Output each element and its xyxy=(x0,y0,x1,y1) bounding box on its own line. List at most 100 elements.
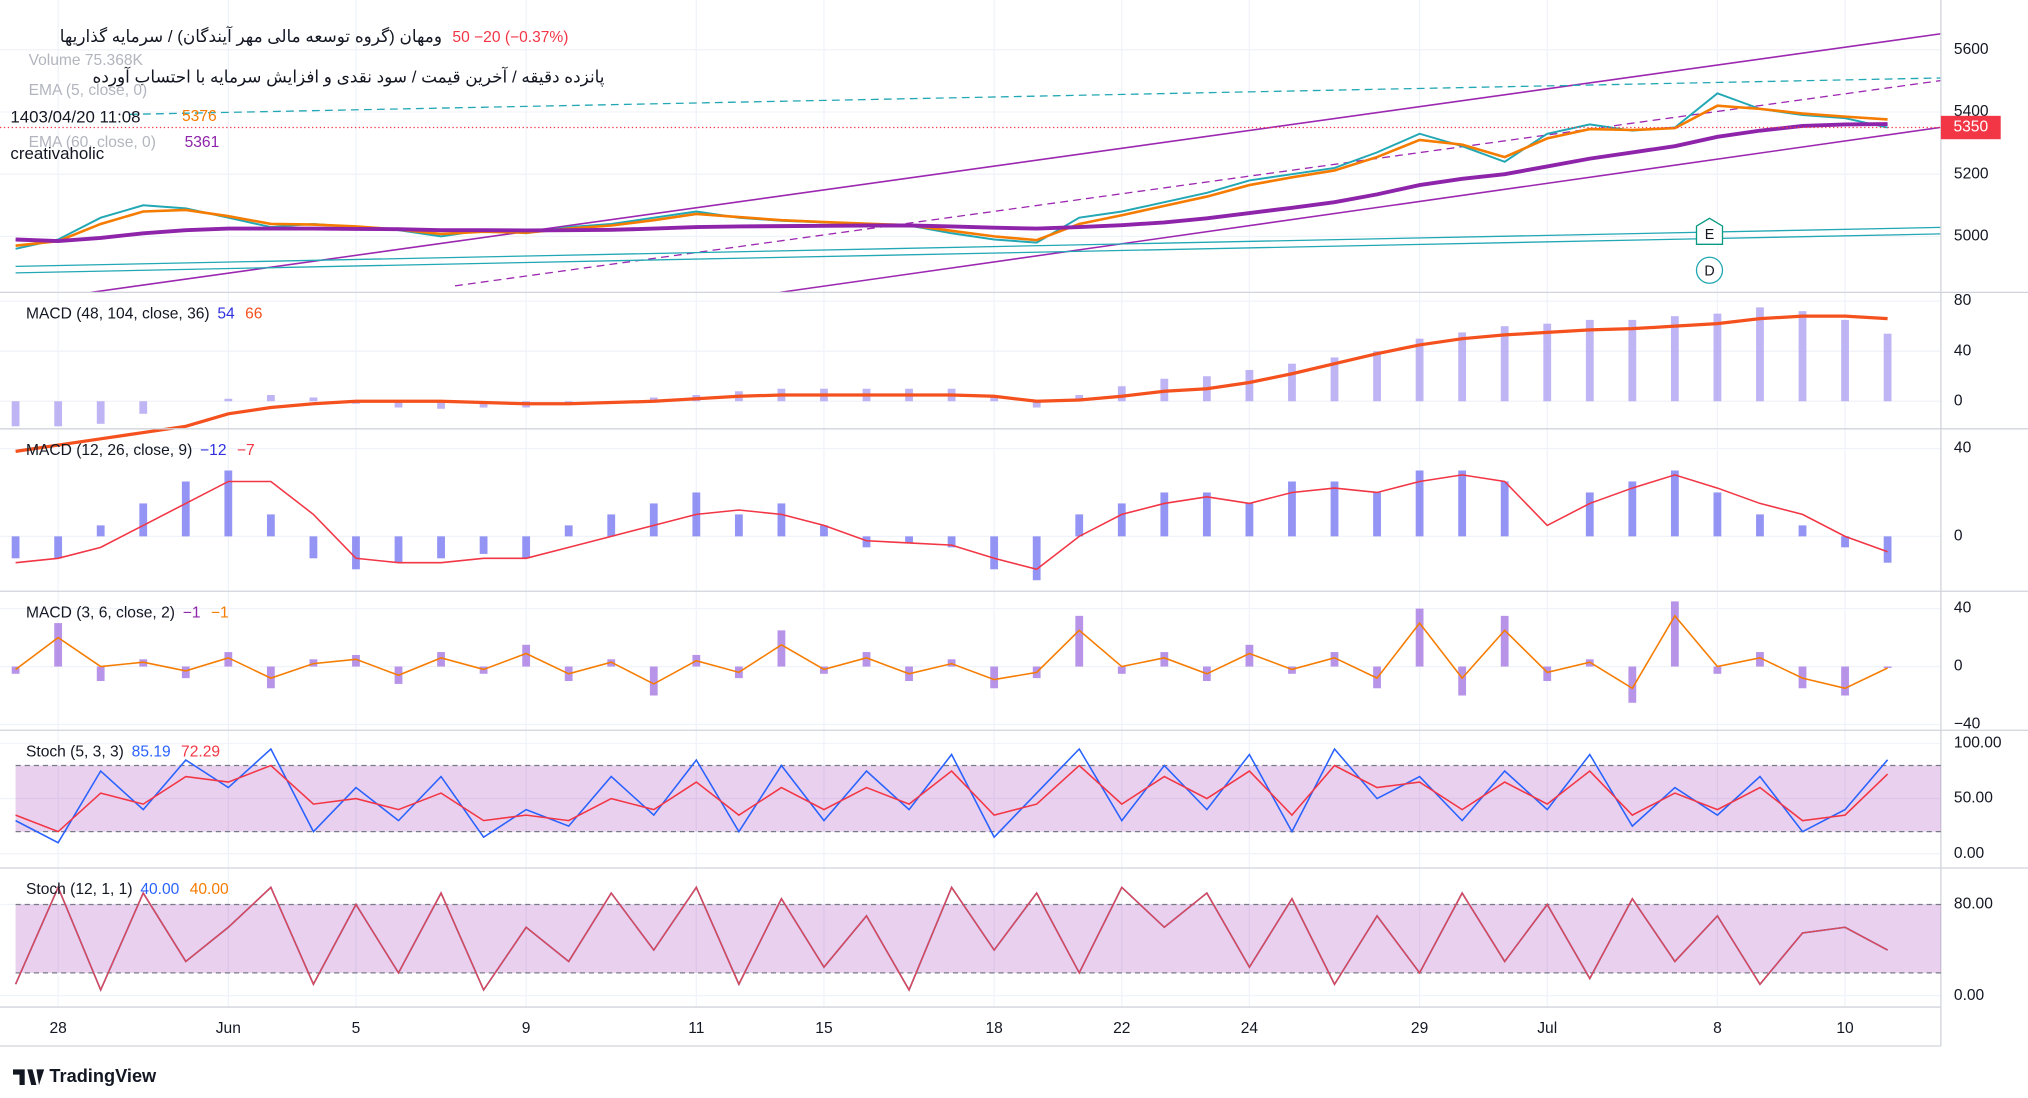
x-tick-label: 5 xyxy=(352,1020,361,1037)
pane-title: MACD (12, 26, close, 9) xyxy=(26,442,192,459)
x-tick-label: Jul xyxy=(1537,1020,1557,1037)
histogram-bar xyxy=(54,623,63,667)
marker-e: E xyxy=(1705,227,1715,243)
support-1 xyxy=(15,226,1941,268)
histogram-bar xyxy=(1373,492,1381,537)
y-tick-label: 50.00 xyxy=(1954,790,1993,807)
x-tick-label: Jun xyxy=(216,1020,241,1037)
histogram-bar xyxy=(181,481,190,537)
histogram-bar xyxy=(1543,323,1552,402)
histogram-bar xyxy=(1117,666,1126,674)
y-tick-label: 80 xyxy=(1954,292,1972,309)
earnings-marker xyxy=(1695,217,1724,245)
histogram-bar xyxy=(54,536,63,559)
symbol-title: ومهان (گروه توسعه مالی مهر آیندگان) / سر… xyxy=(60,25,442,47)
y-tick-label: 5000 xyxy=(1954,228,1989,245)
author: creativaholic xyxy=(10,144,104,163)
pane-title: Stoch (12, 1, 1) xyxy=(26,881,133,898)
x-tick-label: 9 xyxy=(522,1020,531,1037)
x-tick-label: 8 xyxy=(1713,1020,1722,1037)
histogram-bar xyxy=(990,666,999,689)
series-line xyxy=(15,314,1888,453)
histogram-bar xyxy=(11,666,20,674)
histogram-bar xyxy=(990,395,999,402)
series-line xyxy=(15,614,1888,690)
histogram-bar xyxy=(1500,481,1509,537)
series-line xyxy=(15,122,1888,243)
histogram-bar xyxy=(437,536,445,559)
histogram-bar xyxy=(1288,481,1296,537)
series-line xyxy=(15,104,1888,248)
x-tick-label: 28 xyxy=(49,1020,66,1037)
histogram-bar xyxy=(479,401,488,408)
legend-value: −1 xyxy=(211,604,229,621)
histogram-bar xyxy=(1245,503,1254,537)
y-tick-label: 40 xyxy=(1954,600,1972,617)
marker-d: D xyxy=(1704,263,1714,279)
y-tick-label: 40 xyxy=(1954,342,1972,359)
pane-title: MACD (3, 6, close, 2) xyxy=(26,604,175,621)
histogram-bar xyxy=(1713,492,1722,537)
brand-logo xyxy=(13,1069,45,1086)
histogram-bar xyxy=(734,514,743,537)
legend-value: −12 xyxy=(200,442,226,459)
histogram-bar xyxy=(649,666,658,696)
histogram-bar xyxy=(1883,333,1892,402)
histogram-bar xyxy=(1415,470,1424,537)
histogram-bar xyxy=(990,536,999,570)
histogram-bar xyxy=(1713,666,1722,674)
histogram-bar xyxy=(522,644,531,667)
subtitle: پانزده دقیقه / آخرین قیمت / سود نقدی و ا… xyxy=(92,65,604,87)
channel-upper xyxy=(90,33,1942,294)
ema60-value: 5361 xyxy=(185,134,220,151)
histogram-bar xyxy=(54,401,63,427)
dividend-marker xyxy=(1695,256,1724,284)
histogram-bar xyxy=(266,514,275,537)
histogram-bar xyxy=(1415,608,1424,667)
histogram-bar xyxy=(649,397,658,402)
histogram-bar xyxy=(905,536,913,543)
histogram-bar xyxy=(96,401,105,424)
trend-lines: E D xyxy=(15,33,1942,294)
y-tick-label: 5600 xyxy=(1954,41,1989,58)
histogram-bar xyxy=(1841,666,1849,696)
histogram-bar xyxy=(1415,338,1424,402)
histogram-bar xyxy=(1075,395,1084,402)
histogram-bar xyxy=(1628,319,1637,402)
legend-value: 85.19 xyxy=(132,743,171,760)
x-tick-label: 11 xyxy=(688,1020,704,1037)
datetime: 1403/04/20 11:08 xyxy=(10,108,140,127)
histogram-bar xyxy=(1585,492,1594,537)
histogram-bar xyxy=(1075,615,1084,667)
x-tick-label: 22 xyxy=(1113,1020,1130,1037)
x-tick-label: 18 xyxy=(985,1020,1002,1037)
y-tick-label: 0 xyxy=(1954,527,1963,544)
histogram-bar xyxy=(1330,652,1339,667)
histogram-bar xyxy=(309,536,318,559)
y-tick-label: 100.00 xyxy=(1954,735,2002,752)
histogram-bar xyxy=(1628,481,1637,537)
legend-value: 66 xyxy=(245,306,262,323)
volume-legend: Volume 75.368K xyxy=(29,52,144,69)
histogram-bar xyxy=(181,666,190,679)
histogram-bar xyxy=(11,536,20,559)
stoch-band xyxy=(15,904,1941,973)
series-line xyxy=(15,764,1889,833)
histogram-bar xyxy=(947,536,956,548)
histogram-bar xyxy=(1160,492,1169,537)
histogram-bar xyxy=(1756,652,1764,667)
series-line xyxy=(15,474,1888,571)
histogram-bar xyxy=(1798,525,1807,537)
histogram-bar xyxy=(1798,311,1807,402)
histogram-bar xyxy=(1330,357,1339,402)
series-line xyxy=(15,747,1889,844)
histogram-bar xyxy=(862,652,871,667)
y-tick-label: 0.00 xyxy=(1954,987,1985,1004)
histogram-bar xyxy=(1628,666,1637,703)
histogram-bar xyxy=(777,503,786,537)
histogram-bar xyxy=(479,536,488,554)
pane-title: MACD (48, 104, close, 36) xyxy=(26,306,210,323)
histogram-bar xyxy=(1330,481,1339,537)
histogram-bar xyxy=(862,536,871,548)
histogram-bar xyxy=(1160,652,1169,667)
